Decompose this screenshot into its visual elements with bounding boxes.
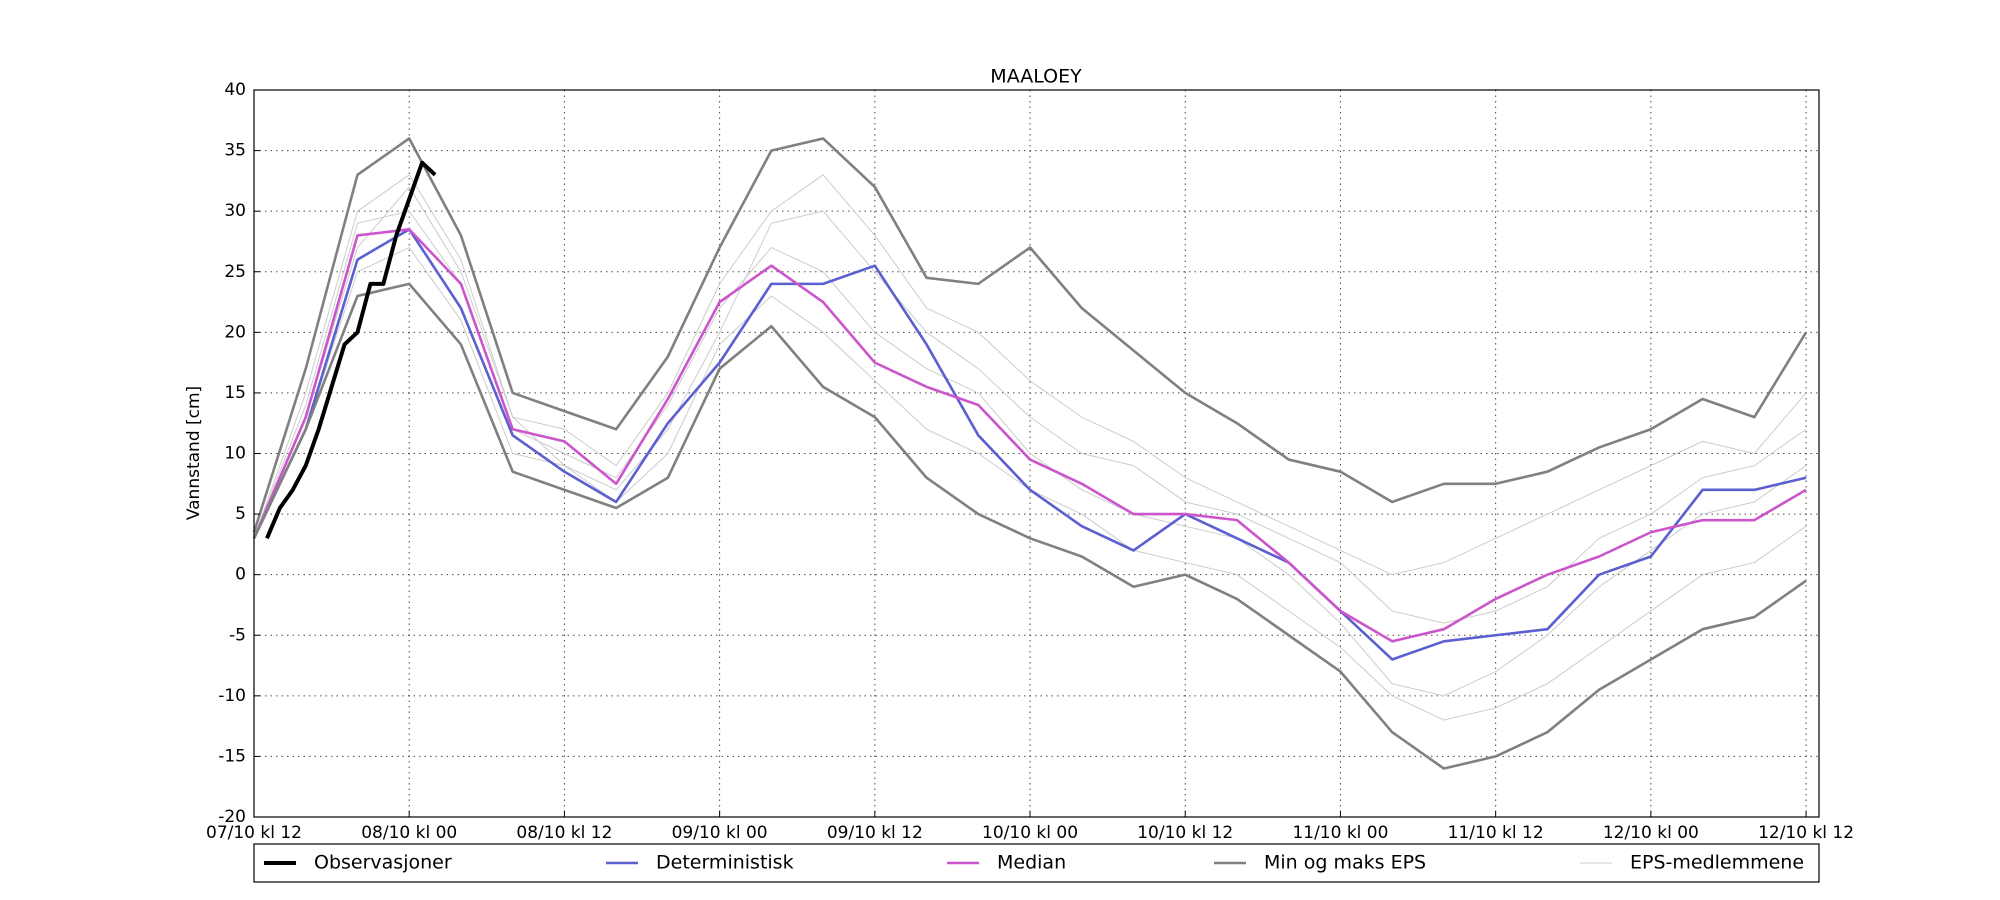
legend-label: Median — [997, 852, 1066, 874]
x-tick-label: 11/10 kl 12 — [1448, 823, 1544, 843]
legend: Observasjoner Deterministisk Median Min og … — [253, 843, 1820, 883]
y-tick-label: 20 — [224, 322, 246, 342]
legend-box — [253, 843, 1820, 883]
x-tick-label: 11/10 kl 00 — [1292, 823, 1388, 843]
eps-member — [253, 247, 1807, 721]
legend-label: Min og maks EPS — [1264, 852, 1426, 874]
y-tick-label: 0 — [235, 565, 246, 585]
y-tick-label: -15 — [218, 746, 246, 766]
series-line — [252, 228, 1807, 661]
y-tick-label: 25 — [224, 262, 246, 282]
x-tick-label: 12/10 kl 12 — [1758, 823, 1854, 843]
chart-title: MAALOEY — [990, 66, 1082, 88]
y-tick-label: 5 — [235, 504, 246, 524]
legend-label: Deterministisk — [656, 852, 794, 874]
series-line — [252, 228, 1807, 643]
y-tick-label: -20 — [218, 807, 246, 827]
eps-member — [253, 174, 1807, 576]
y-tick-label: 10 — [224, 444, 246, 464]
x-tick-label: 09/10 kl 12 — [827, 823, 923, 843]
x-tick-label: 12/10 kl 00 — [1603, 823, 1699, 843]
plot-frame — [253, 89, 1820, 818]
x-tick-label: 07/10 kl 12 — [206, 823, 302, 843]
y-tick-label: 35 — [224, 141, 246, 161]
x-tick-label: 10/10 kl 00 — [982, 823, 1078, 843]
y-tick-label: 30 — [224, 201, 246, 221]
x-tick-label: 09/10 kl 00 — [672, 823, 768, 843]
axes: -20 -15 -10 -5 0 5 10 15 20 25 30 35 40 07/10 kl 12 08… — [206, 80, 1854, 843]
series-line-min — [252, 282, 1807, 770]
lines — [252, 137, 1808, 770]
y-tick-label: -10 — [218, 686, 246, 706]
members — [253, 174, 1807, 721]
x-tick-label: 10/10 kl 12 — [1137, 823, 1233, 843]
legend-label: EPS-medlemmene — [1630, 852, 1804, 874]
series-line — [265, 160, 437, 540]
y-tick-label: 40 — [224, 80, 246, 100]
x-tick-label: 08/10 kl 12 — [516, 823, 612, 843]
series-line — [252, 137, 1808, 533]
x-tick-label: 08/10 kl 00 — [361, 823, 457, 843]
y-axis-label: Vannstand [cm] — [184, 386, 204, 520]
y-tick-label: 15 — [224, 383, 246, 403]
legend-label: Observasjoner — [314, 852, 452, 874]
y-tick-label: -5 — [229, 625, 246, 645]
